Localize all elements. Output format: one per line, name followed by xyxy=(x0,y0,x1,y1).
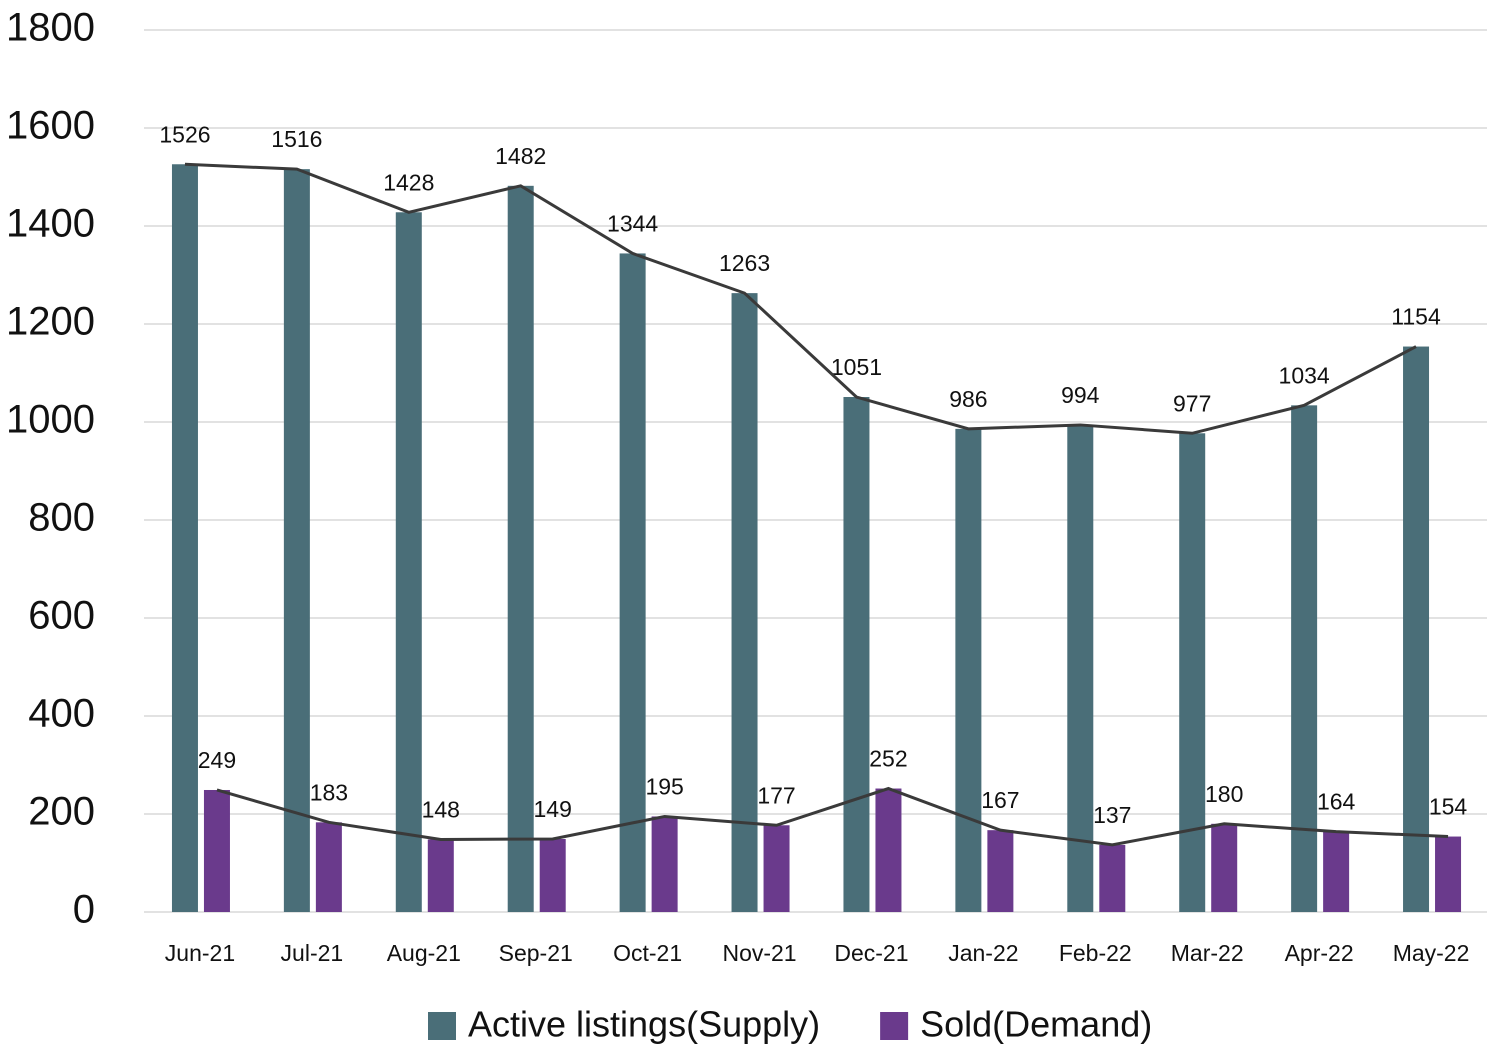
bar xyxy=(1291,405,1318,912)
trend-line xyxy=(184,162,1417,435)
data-label: 994 xyxy=(1061,382,1100,408)
x-tick-label: Jan-22 xyxy=(948,940,1018,966)
data-label: 986 xyxy=(949,386,987,412)
bar xyxy=(1323,831,1350,912)
data-label: 183 xyxy=(310,779,348,805)
y-tick-label: 800 xyxy=(28,496,95,540)
y-tick-label: 1200 xyxy=(6,300,95,344)
x-tick-label: Nov-21 xyxy=(722,940,796,966)
y-tick-label: 1800 xyxy=(6,6,95,50)
x-tick-label: May-22 xyxy=(1393,940,1470,966)
bar xyxy=(507,185,534,912)
data-label: 249 xyxy=(198,747,236,773)
bar xyxy=(1211,823,1238,912)
bar xyxy=(539,838,566,912)
data-label: 137 xyxy=(1093,802,1131,828)
data-label: 167 xyxy=(981,787,1019,813)
bar xyxy=(283,169,310,912)
x-tick-label: Oct-21 xyxy=(613,940,682,966)
y-tick-label: 400 xyxy=(28,692,95,736)
trend-line xyxy=(216,786,1449,847)
data-label: 195 xyxy=(645,774,683,800)
bar xyxy=(731,293,758,912)
data-label: 1263 xyxy=(719,250,770,276)
x-tick-label: Sep-21 xyxy=(499,940,573,966)
data-label: 1034 xyxy=(1279,362,1330,388)
data-label: 1516 xyxy=(271,126,322,152)
data-label: 977 xyxy=(1173,390,1211,416)
bar xyxy=(875,788,902,912)
data-label: 149 xyxy=(534,796,572,822)
bar xyxy=(171,164,198,912)
bar xyxy=(955,428,982,912)
bar xyxy=(843,397,870,912)
bar xyxy=(763,825,790,912)
bar xyxy=(315,822,342,912)
y-tick-label: 600 xyxy=(28,594,95,638)
x-tick-label: Mar-22 xyxy=(1171,940,1244,966)
legend-swatch xyxy=(428,1012,456,1040)
bar xyxy=(1179,433,1206,912)
x-tick-label: Jun-21 xyxy=(165,940,235,966)
data-label: 148 xyxy=(422,797,460,823)
x-tick-label: Dec-21 xyxy=(834,940,908,966)
x-tick-label: Aug-21 xyxy=(387,940,461,966)
x-tick-label: Apr-22 xyxy=(1285,940,1354,966)
bar xyxy=(1067,424,1094,912)
data-label: 180 xyxy=(1205,781,1243,807)
bar xyxy=(619,253,646,912)
bar xyxy=(203,789,230,912)
data-label: 164 xyxy=(1317,789,1356,815)
bar xyxy=(427,839,454,912)
x-tick-label: Feb-22 xyxy=(1059,940,1132,966)
data-label: 1526 xyxy=(159,121,210,147)
data-label: 154 xyxy=(1429,794,1468,820)
x-tick-label: Jul-21 xyxy=(281,940,344,966)
bar xyxy=(987,830,1014,912)
data-label: 252 xyxy=(869,746,907,772)
y-tick-label: 1000 xyxy=(6,398,95,442)
data-label: 1428 xyxy=(383,169,434,195)
data-label: 1051 xyxy=(831,354,882,380)
data-label: 177 xyxy=(757,782,795,808)
y-tick-label: 1600 xyxy=(6,104,95,148)
bar xyxy=(651,816,678,912)
legend-swatch xyxy=(880,1012,909,1040)
bar xyxy=(1435,836,1462,912)
y-tick-label: 0 xyxy=(73,888,95,932)
legend-label: Sold(Demand) xyxy=(920,1004,1152,1045)
data-label: 1482 xyxy=(495,143,546,169)
y-tick-label: 1400 xyxy=(6,202,95,246)
bar xyxy=(1099,844,1126,912)
legend-label: Active listings(Supply) xyxy=(468,1004,820,1045)
data-label: 1344 xyxy=(607,211,658,237)
bar xyxy=(395,212,422,912)
bar xyxy=(1403,346,1430,912)
y-tick-label: 200 xyxy=(28,790,95,834)
data-label: 1154 xyxy=(1391,304,1441,330)
